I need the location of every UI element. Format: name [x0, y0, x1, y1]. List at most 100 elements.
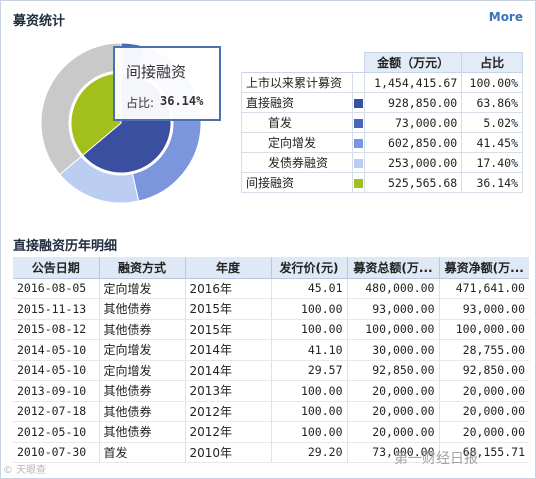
cell-year: 2010年 — [184, 442, 271, 463]
cell-date: 2012-05-10 — [13, 421, 99, 443]
history-row: 2015-08-12 其他债券 2015年 100.00 100,000.00 100,0… — [13, 319, 529, 340]
cell-method: 其他债券 — [98, 421, 185, 443]
cell-date: 2015-08-12 — [13, 319, 99, 340]
chart-tooltip: 间接融资 占比: 36.14% — [113, 46, 221, 121]
summary-row-swatch-cell — [351, 92, 365, 113]
summary-row-pct: 17.40% — [461, 152, 523, 173]
cell-date: 2013-09-10 — [13, 380, 99, 402]
cell-price: 100.00 — [270, 380, 347, 402]
history-row: 2010-07-30 首发 2010年 29.20 73,000.00 68,155.71 — [13, 442, 529, 463]
summary-row: 上市以来累计募资 1,454,415.67 100.00% — [241, 72, 523, 93]
tooltip-ratio-label: 占比: — [126, 96, 155, 110]
cell-year: 2015年 — [184, 298, 271, 320]
cell-year: 2014年 — [184, 339, 271, 361]
legend-swatch — [353, 98, 363, 108]
cell-year: 2015年 — [184, 319, 271, 340]
summary-row-amount: 1,454,415.67 — [363, 72, 463, 93]
summary-row-pct: 41.45% — [461, 132, 523, 153]
pie-outer-slice[interactable] — [41, 43, 122, 176]
summary-table: 金额（万元） 占比 上市以来累计募资 1,454,415.67 100.00% 直接融… — [241, 52, 523, 193]
summary-row-swatch-cell — [351, 172, 365, 193]
cell-gross: 73,000.00 — [346, 442, 439, 463]
cell-method: 定向增发 — [98, 360, 185, 381]
history-header-row: 公告日期 融资方式 年度 发行价(元) 募资总额(万... 募资净额(万... — [13, 257, 529, 279]
history-row: 2015-11-13 其他债券 2015年 100.00 93,000.00 93,000… — [13, 298, 529, 320]
cell-net: 20,000.00 — [438, 401, 529, 422]
watermark-right: 第一财经日报 — [394, 451, 478, 467]
summary-row-amount: 73,000.00 — [363, 112, 463, 133]
cell-net: 100,000.00 — [438, 319, 529, 340]
tooltip-ratio-value: 36.14% — [160, 94, 204, 108]
cell-method: 定向增发 — [98, 278, 185, 299]
cell-year: 2014年 — [184, 360, 271, 381]
panel-title: 募资统计 — [13, 14, 66, 29]
pie-inner-slice[interactable] — [70, 72, 122, 156]
cell-gross: 92,850.00 — [346, 360, 439, 381]
cell-net: 28,755.00 — [438, 339, 529, 361]
cell-method: 首发 — [98, 442, 185, 463]
col-header-method[interactable]: 融资方式 — [98, 257, 185, 279]
history-table: 公告日期 融资方式 年度 发行价(元) 募资总额(万... 募资净额(万... … — [13, 257, 529, 463]
summary-row-label: 发债券融资 — [241, 152, 353, 173]
cell-date: 2010-07-30 — [13, 442, 99, 463]
summary-row-pct: 36.14% — [461, 172, 523, 193]
more-link[interactable]: More — [488, 10, 523, 24]
cell-gross: 100,000.00 — [346, 319, 439, 340]
cell-gross: 20,000.00 — [346, 380, 439, 402]
cell-date: 2016-08-05 — [13, 278, 99, 299]
cell-method: 定向增发 — [98, 339, 185, 361]
cell-price: 29.57 — [270, 360, 347, 381]
cell-net: 68,155.71 — [438, 442, 529, 463]
summary-row-swatch-cell — [351, 152, 365, 173]
history-row: 2014-05-10 定向增发 2014年 41.10 30,000.00 28,755.… — [13, 339, 529, 361]
summary-header-row: 金额（万元） 占比 — [241, 52, 523, 73]
summary-row: 间接融资 525,565.68 36.14% — [241, 172, 523, 193]
panel-header: 募资统计 More — [1, 1, 535, 35]
cell-method: 其他债券 — [98, 380, 185, 402]
cell-year: 2013年 — [184, 380, 271, 402]
summary-row-amount: 253,000.00 — [363, 152, 463, 173]
cell-date: 2015-11-13 — [13, 298, 99, 320]
summary-header-pct: 占比 — [461, 52, 523, 73]
cell-net: 20,000.00 — [438, 421, 529, 443]
cell-method: 其他债券 — [98, 319, 185, 340]
cell-net: 20,000.00 — [438, 380, 529, 402]
summary-row: 直接融资 928,850.00 63.86% — [241, 92, 523, 113]
summary-row-label: 首发 — [241, 112, 353, 133]
summary-row-amount: 602,850.00 — [363, 132, 463, 153]
cell-price: 100.00 — [270, 421, 347, 443]
cell-date: 2014-05-10 — [13, 339, 99, 361]
summary-row-label: 间接融资 — [241, 172, 353, 193]
summary-row-swatch-cell — [351, 132, 365, 153]
summary-row-swatch-cell — [351, 112, 365, 133]
cell-method: 其他债券 — [98, 401, 185, 422]
cell-gross: 20,000.00 — [346, 401, 439, 422]
summary-row-pct: 100.00% — [461, 72, 523, 93]
cell-gross: 30,000.00 — [346, 339, 439, 361]
col-header-gross[interactable]: 募资总额(万... — [346, 257, 439, 279]
cell-price: 29.20 — [270, 442, 347, 463]
summary-header-blank — [241, 52, 365, 73]
summary-row-label: 直接融资 — [241, 92, 353, 113]
col-header-year[interactable]: 年度 — [184, 257, 271, 279]
legend-swatch — [353, 138, 363, 148]
summary-row: 首发 73,000.00 5.02% — [241, 112, 523, 133]
col-header-date[interactable]: 公告日期 — [13, 257, 99, 279]
legend-swatch — [353, 118, 363, 128]
cell-year: 2012年 — [184, 421, 271, 443]
legend-swatch — [353, 178, 363, 188]
cell-net: 471,641.00 — [438, 278, 529, 299]
summary-row-amount: 525,565.68 — [363, 172, 463, 193]
summary-row-amount: 928,850.00 — [363, 92, 463, 113]
cell-gross: 480,000.00 — [346, 278, 439, 299]
watermark-left: © 天眼查 — [3, 465, 47, 476]
cell-gross: 20,000.00 — [346, 421, 439, 443]
history-row: 2012-07-18 其他债券 2012年 100.00 20,000.00 20,000… — [13, 401, 529, 422]
col-header-price[interactable]: 发行价(元) — [270, 257, 347, 279]
cell-year: 2016年 — [184, 278, 271, 299]
history-row: 2014-05-10 定向增发 2014年 29.57 92,850.00 92,850.… — [13, 360, 529, 381]
tooltip-name: 间接融资 — [126, 63, 187, 81]
history-title: 直接融资历年明细 — [13, 239, 118, 254]
legend-swatch — [353, 158, 363, 168]
col-header-net[interactable]: 募资净额(万... — [438, 257, 529, 279]
